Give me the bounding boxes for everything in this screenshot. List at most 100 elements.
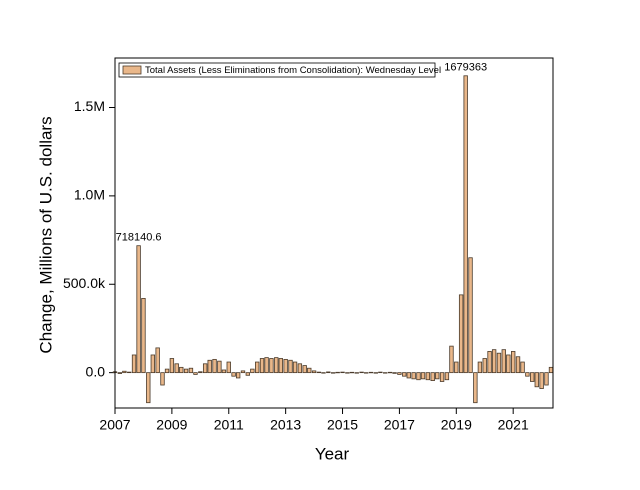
x-tick-label: 2009 (156, 417, 187, 433)
bar (288, 359, 293, 374)
bar (378, 371, 383, 374)
bar (359, 371, 364, 374)
bar (179, 366, 184, 374)
bar (373, 372, 378, 374)
bar (354, 372, 359, 374)
bar (387, 371, 393, 374)
bar (435, 372, 440, 380)
bar (525, 372, 530, 377)
bar (264, 357, 269, 374)
bar (307, 367, 312, 374)
bar (283, 358, 288, 374)
bar (477, 361, 483, 374)
bar (326, 371, 331, 374)
bar (515, 356, 521, 374)
bar (487, 351, 492, 374)
bar (164, 368, 170, 374)
bar (501, 349, 506, 374)
bar (420, 372, 426, 380)
bar (240, 370, 246, 374)
bar (548, 366, 554, 374)
bar (425, 372, 431, 381)
bar (235, 372, 241, 379)
bar (255, 361, 260, 374)
bar (231, 372, 236, 377)
x-axis-label: Year (315, 444, 350, 463)
bar (458, 294, 464, 374)
bar (207, 359, 212, 374)
bar (383, 372, 388, 374)
bar (292, 361, 298, 374)
bar (511, 351, 516, 374)
bar (454, 361, 459, 374)
bar (439, 372, 445, 382)
bar (411, 372, 416, 380)
bar (183, 368, 189, 374)
bar (311, 370, 317, 374)
x-tick-label: 2007 (99, 417, 130, 433)
bar (117, 372, 123, 374)
data-label: 718140.6 (116, 232, 162, 244)
bar (491, 349, 497, 374)
bar (416, 372, 421, 381)
bar (340, 371, 345, 374)
bar (188, 367, 194, 374)
y-tick-label: 500.0k (63, 275, 106, 291)
bar (506, 354, 511, 374)
bar (321, 372, 326, 374)
bar (136, 245, 141, 374)
bar (122, 370, 127, 374)
bar (345, 372, 350, 374)
bar (430, 372, 435, 382)
bar (530, 372, 535, 382)
bar (444, 372, 450, 381)
bar (131, 354, 137, 374)
bar (330, 372, 336, 374)
bar (302, 365, 307, 374)
bar (274, 357, 279, 374)
bar (335, 371, 340, 374)
x-tick-label: 2011 (214, 417, 244, 433)
bar (221, 369, 227, 374)
x-tick-label: 2021 (498, 417, 529, 433)
bar (463, 75, 468, 374)
bar (368, 371, 374, 374)
data-label: 1679363 (444, 62, 487, 74)
bar (217, 360, 222, 374)
bar (349, 371, 355, 374)
bar (496, 352, 502, 374)
bar (482, 358, 487, 374)
y-tick-label: 1.5M (74, 98, 105, 114)
bar (534, 372, 539, 388)
x-tick-label: 2017 (384, 417, 415, 433)
bar (468, 257, 473, 374)
bar (250, 368, 255, 374)
bar (473, 372, 478, 404)
bar (245, 372, 250, 376)
bar (127, 371, 132, 374)
bar (402, 372, 407, 377)
bar (198, 371, 203, 374)
bar (539, 372, 544, 389)
bar (259, 358, 265, 374)
bar (146, 372, 151, 404)
bar (278, 358, 283, 374)
bar (160, 372, 165, 386)
bar (269, 358, 274, 374)
legend-label: Total Assets (Less Eliminations from Con… (145, 65, 441, 76)
bar (297, 363, 303, 374)
bar (316, 371, 322, 374)
bar (544, 372, 549, 386)
x-tick-label: 2015 (327, 417, 358, 433)
bar (520, 361, 525, 374)
legend-swatch (122, 65, 142, 75)
bar (150, 354, 156, 374)
bar (363, 372, 369, 374)
bar (155, 347, 160, 374)
bar (141, 298, 146, 374)
bar (202, 363, 208, 374)
bar (392, 372, 397, 374)
bar (406, 372, 411, 379)
